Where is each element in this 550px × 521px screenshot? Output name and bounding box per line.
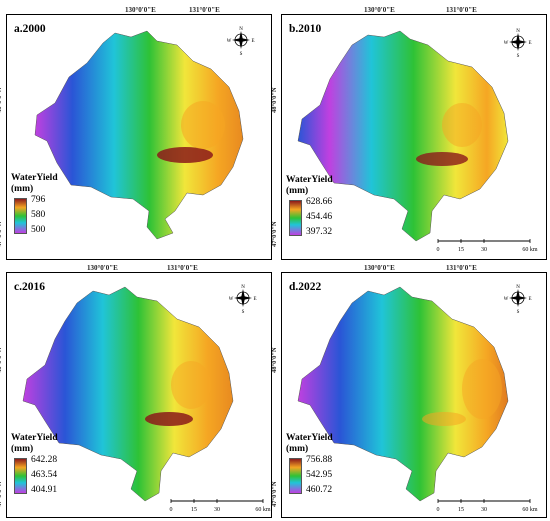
scale-tick-30: 30 xyxy=(481,247,487,253)
legend-color-ramp xyxy=(289,200,302,236)
legend-max: 756.88 xyxy=(306,455,333,465)
legend-color-ramp xyxy=(14,458,27,494)
lon-label-131: 131°0'0"E xyxy=(189,6,220,14)
legend-title: WaterYield xyxy=(286,433,333,443)
legend-min: 397.32 xyxy=(306,227,333,237)
compass-w: W xyxy=(504,41,509,46)
scale-tick-60: 60 km xyxy=(255,507,271,513)
compass-w: W xyxy=(229,297,234,302)
panel-title: a.2000 xyxy=(14,23,46,35)
compass-n: N xyxy=(516,29,520,34)
legend-mid: 463.54 xyxy=(31,470,58,480)
compass-s: S xyxy=(242,310,245,313)
legend-mid: 454.46 xyxy=(306,212,333,222)
lon-label-131: 131°0'0"E xyxy=(446,264,477,272)
compass-e: E xyxy=(253,297,256,302)
legend-unit: (mm) xyxy=(286,444,309,454)
map-panel-2010: 130°0'0"E 131°0'0"E 48°0'0"N 47°0'0"N b.… xyxy=(271,6,547,260)
lon-label-130: 130°0'0"E xyxy=(87,264,118,272)
panel-title: d.2022 xyxy=(289,281,322,293)
lat-label-48: 48°0'0"N xyxy=(271,87,278,113)
lat-label-47: 47°0'0"N xyxy=(0,221,3,247)
compass-w: W xyxy=(504,297,509,302)
legend-mid: 542.95 xyxy=(306,470,333,480)
water-yield-map xyxy=(22,286,234,502)
compass-n: N xyxy=(239,27,243,32)
scale-bar: 0 15 30 60 km xyxy=(437,499,538,513)
legend-title: WaterYield xyxy=(11,433,58,443)
compass-e: E xyxy=(528,41,531,46)
map-panel-2000: 130°0'0"E 131°0'0"E 48°0'0"N 47°0'0"N a.… xyxy=(0,6,272,260)
legend-unit: (mm) xyxy=(11,184,34,194)
scale-tick-60: 60 km xyxy=(522,507,538,513)
compass-s: S xyxy=(517,54,520,57)
legend-min: 404.91 xyxy=(31,485,58,495)
scale-tick-0: 0 xyxy=(437,507,440,513)
north-arrow-icon: N E S W xyxy=(504,29,532,57)
water-yield-map xyxy=(34,30,244,240)
map-panel-2016: 130°0'0"E 131°0'0"E 48°0'0"N 47°0'0"N c.… xyxy=(0,264,272,518)
lat-label-47: 47°0'0"N xyxy=(0,481,3,507)
lon-label-131: 131°0'0"E xyxy=(446,6,477,14)
north-arrow-icon: N E S W xyxy=(227,27,255,55)
legend-min: 500 xyxy=(31,225,46,235)
panel-title: c.2016 xyxy=(14,281,45,293)
water-yield-map xyxy=(297,30,509,242)
scale-tick-30: 30 xyxy=(481,507,487,513)
legend-unit: (mm) xyxy=(11,444,34,454)
compass-e: E xyxy=(528,297,531,302)
lat-label-47: 47°0'0"N xyxy=(271,481,278,507)
scale-tick-60: 60 km xyxy=(522,247,538,253)
scale-tick-0: 0 xyxy=(437,247,440,253)
lat-label-48: 48°0'0"N xyxy=(0,347,3,373)
compass-s: S xyxy=(517,310,520,313)
north-arrow-icon: N E S W xyxy=(504,285,532,313)
legend-unit: (mm) xyxy=(286,186,309,196)
scale-tick-15: 15 xyxy=(458,507,464,513)
lon-label-131: 131°0'0"E xyxy=(167,264,198,272)
legend-max: 628.66 xyxy=(306,197,333,207)
scale-tick-30: 30 xyxy=(214,507,220,513)
lat-label-47: 47°0'0"N xyxy=(271,221,278,247)
scale-bar: 0 15 30 60 km xyxy=(170,499,271,513)
water-yield-map xyxy=(297,286,509,502)
map-panel-2022: 130°0'0"E 131°0'0"E 48°0'0"N 47°0'0"N d.… xyxy=(271,264,547,518)
legend-mid: 580 xyxy=(31,210,46,220)
legend-title: WaterYield xyxy=(11,173,58,183)
lon-label-130: 130°0'0"E xyxy=(125,6,156,14)
lat-label-48: 48°0'0"N xyxy=(271,347,278,373)
panel-title: b.2010 xyxy=(289,23,322,35)
legend-color-ramp xyxy=(289,458,302,494)
compass-w: W xyxy=(227,39,232,44)
legend-max: 642.28 xyxy=(31,455,58,465)
scale-bar: 0 15 30 60 km xyxy=(437,239,538,253)
compass-n: N xyxy=(516,285,520,290)
scale-tick-15: 15 xyxy=(458,247,464,253)
compass-n: N xyxy=(241,285,245,290)
north-arrow-icon: N E S W xyxy=(229,285,257,313)
compass-e: E xyxy=(251,39,254,44)
scale-tick-0: 0 xyxy=(170,507,173,513)
compass-s: S xyxy=(240,52,243,55)
lon-label-130: 130°0'0"E xyxy=(364,264,395,272)
legend-max: 796 xyxy=(31,195,46,205)
lon-label-130: 130°0'0"E xyxy=(364,6,395,14)
scale-tick-15: 15 xyxy=(191,507,197,513)
legend-min: 460.72 xyxy=(306,485,333,495)
legend-title: WaterYield xyxy=(286,175,333,185)
lat-label-48: 48°0'0"N xyxy=(0,87,3,113)
legend-color-ramp xyxy=(14,198,27,234)
